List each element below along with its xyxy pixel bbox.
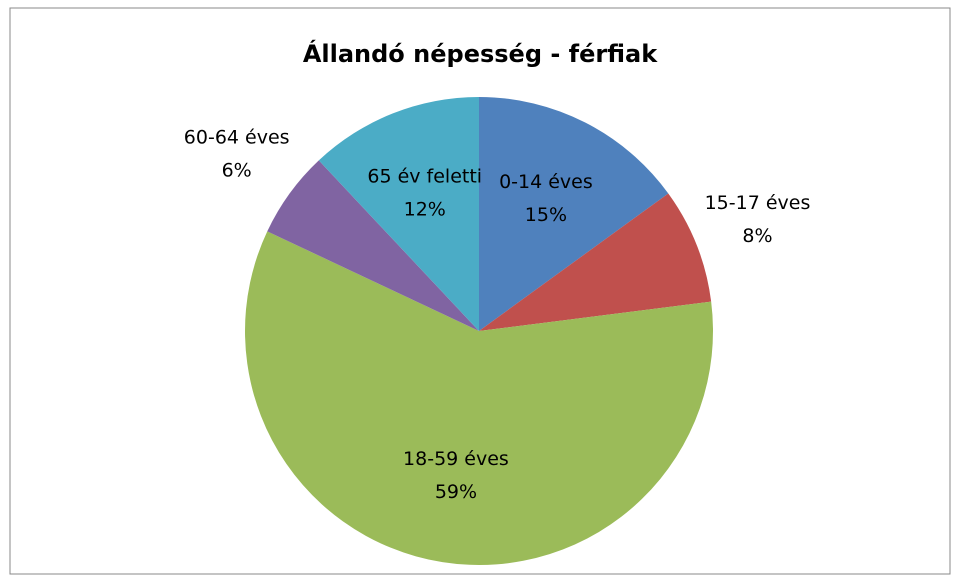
chart-title: Állandó népesség - férfiak	[303, 39, 658, 68]
slice-category-label: 0-14 éves	[499, 171, 593, 193]
slice-category-label: 18-59 éves	[403, 448, 509, 470]
slice-value-label: 8%	[742, 225, 772, 247]
pie-slice	[267, 160, 479, 331]
slice-value-label: 15%	[525, 204, 567, 226]
pie-slice	[245, 231, 714, 565]
slice-value-label: 59%	[435, 481, 477, 503]
slice-category-label: 15-17 éves	[705, 192, 811, 214]
slice-category-label: 65 év feletti	[367, 165, 482, 187]
slice-value-label: 6%	[222, 159, 252, 181]
pie-slice	[479, 97, 669, 331]
pie-slice	[318, 97, 479, 331]
slice-value-label: 12%	[404, 198, 446, 220]
pie-slice	[479, 193, 712, 331]
slice-category-label: 60-64 éves	[184, 126, 290, 148]
